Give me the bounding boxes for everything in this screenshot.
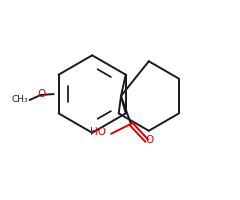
Text: CH₃: CH₃: [12, 95, 28, 104]
Text: O: O: [145, 135, 154, 145]
Text: HO: HO: [90, 127, 106, 137]
Text: O: O: [37, 89, 46, 99]
